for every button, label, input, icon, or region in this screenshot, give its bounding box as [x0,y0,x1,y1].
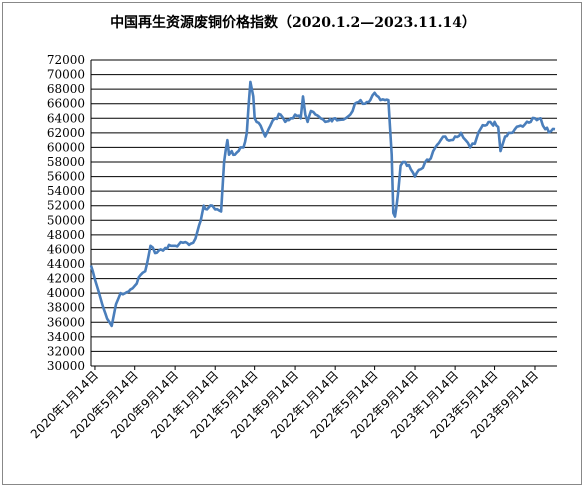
y-tick-label: 64000 [47,111,85,125]
y-tick-label: 34000 [47,330,85,344]
y-axis-tick-labels: 3000032000340003600038000400004200044000… [47,53,85,373]
y-tick-label: 48000 [47,228,85,242]
y-tick-label: 56000 [47,170,85,184]
x-tick-label: 2023年5月14日 [428,368,501,441]
y-tick-label: 32000 [47,344,85,358]
y-tick-label: 62000 [47,126,85,140]
y-tick-label: 30000 [47,359,85,373]
y-tick-label: 54000 [47,184,85,198]
y-tick-label: 66000 [47,97,85,111]
x-tick-label: 2022年5月14日 [308,368,381,441]
y-tick-label: 46000 [47,242,85,256]
axes [90,60,557,370]
y-tick-label: 38000 [47,301,85,315]
y-tick-label: 72000 [47,53,85,67]
series-line [89,80,556,328]
y-tick-label: 70000 [47,68,85,82]
y-tick-label: 68000 [47,82,85,96]
series-layer [89,80,556,328]
x-tick-label: 2020年5月14日 [68,368,141,441]
gridlines [91,59,557,352]
y-tick-label: 52000 [47,199,85,213]
x-tick-label: 2021年5月14日 [188,368,261,441]
y-tick-label: 44000 [47,257,85,271]
y-tick-label: 40000 [47,286,85,300]
chart-frame [2,2,582,485]
y-tick-label: 36000 [47,315,85,329]
y-tick-label: 58000 [47,155,85,169]
y-tick-label: 50000 [47,213,85,227]
x-axis-tick-labels: 2020年1月14日2020年5月14日2020年9月14日2021年1月14日… [28,368,541,441]
chart-title: 中国再生资源废铜价格指数（2020.1.2—2023.11.14） [110,15,476,31]
x-tick-label: 2020年1月14日 [28,368,101,441]
y-tick-label: 60000 [47,140,85,154]
y-tick-label: 42000 [47,272,85,286]
